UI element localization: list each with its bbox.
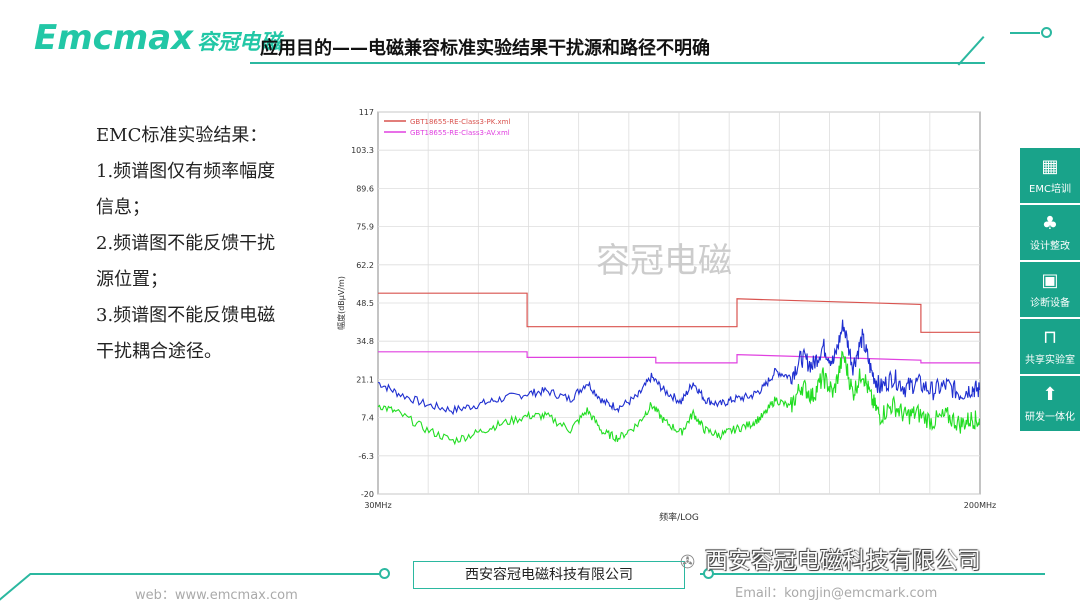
- chart-watermark: 容冠电磁: [596, 241, 732, 281]
- network-icon: ♣: [1041, 213, 1059, 234]
- signal-icon: ⊓: [1042, 327, 1058, 348]
- chart-series-group: [377, 292, 980, 446]
- result-line: 1.频谱图仅有频率幅度: [96, 161, 276, 182]
- chart-legend: GBT18655-RE-Class3-PK.xml GBT18655-RE-Cla…: [384, 118, 511, 137]
- y-tick-label: 103.3: [351, 146, 374, 155]
- result-line: 3.频谱图不能反馈电磁: [96, 305, 276, 326]
- result-line: 干扰耦合途径。: [96, 341, 222, 362]
- result-line: EMC标准实验结果：: [96, 125, 268, 146]
- y-axis-label: 幅度(dBμV/m): [336, 276, 346, 330]
- y-tick-label: 48.5: [356, 299, 374, 308]
- side-nav-label: 共享实验室: [1025, 355, 1075, 366]
- footer-email[interactable]: Email：kongjin@emcmark.com: [735, 586, 938, 601]
- measured-trace-average: [377, 350, 980, 446]
- footer-website[interactable]: web：www.emcmax.com: [135, 588, 298, 603]
- y-tick-label: 34.8: [356, 337, 374, 346]
- measured-trace-peak: [377, 319, 980, 416]
- limit-line: [378, 292, 980, 333]
- footer-rule-dot-right: [703, 568, 714, 579]
- footer-rule-left: [30, 573, 380, 575]
- y-tick-label: 21.1: [356, 375, 374, 384]
- x-tick-label: 200MHz: [964, 501, 996, 510]
- header-rule-diagonal: [957, 36, 985, 66]
- result-line: 2.频谱图不能反馈干扰: [96, 233, 276, 254]
- footer-rule-right: [700, 573, 1045, 575]
- y-tick-label: 117: [359, 108, 374, 117]
- x-axis-label: 频率/LOG: [659, 511, 699, 523]
- side-nav-label: 设计整改: [1030, 241, 1070, 252]
- footer-rule-dot: [379, 568, 390, 579]
- legend-entry: GBT18655-RE-Class3-AV.xml: [410, 129, 510, 137]
- company-logo: Emcmax 容冠电磁: [34, 18, 281, 58]
- y-tick-label: -6.3: [358, 452, 374, 461]
- header-rule-tail: [1010, 32, 1040, 34]
- y-tick-label: 89.6: [356, 184, 374, 193]
- result-line: 信息；: [96, 197, 150, 218]
- page-title: 应用目的——电磁兼容标准实验结果干扰源和路径不明确: [260, 38, 710, 59]
- side-nav-diagnostic-equipment[interactable]: ▣ 诊断设备: [1020, 262, 1080, 317]
- result-line: 源位置；: [96, 269, 168, 290]
- y-tick-label: 75.9: [356, 223, 374, 232]
- side-nav-shared-lab[interactable]: ⊓ 共享实验室: [1020, 319, 1080, 374]
- result-list: EMC标准实验结果： 1.频谱图仅有频率幅度 信息； 2.频谱图不能反馈干扰 源…: [96, 118, 316, 370]
- header-rule: [250, 62, 985, 64]
- chip-icon: ▣: [1041, 270, 1059, 291]
- side-nav-label: 诊断设备: [1030, 298, 1070, 309]
- footer-company-name: 西安容冠电磁科技有限公司: [413, 561, 685, 589]
- side-nav-label: EMC培训: [1029, 184, 1071, 195]
- y-tick-label: -20: [361, 490, 374, 499]
- limit-line: [378, 351, 980, 364]
- side-nav-emc-training[interactable]: ▦ EMC培训: [1020, 148, 1080, 203]
- side-nav-label: 研发一体化: [1025, 412, 1075, 423]
- side-nav-design-fix[interactable]: ♣ 设计整改: [1020, 205, 1080, 260]
- logo-cn-text: 容冠电磁: [197, 30, 282, 54]
- arrow-up-icon: ⬆: [1042, 384, 1058, 405]
- legend-entry: GBT18655-RE-Class3-PK.xml: [410, 118, 511, 126]
- spectrum-chart: 容冠电磁 GBT18655-RE-Class3-PK.xmlGBT18655-R…: [336, 108, 996, 523]
- wechat-icon: ✇: [680, 552, 696, 573]
- side-nav-rd-integration[interactable]: ⬆ 研发一体化: [1020, 376, 1080, 431]
- chart-y-ticks: 117 103.3 89.6 75.9 62.2 48.5 34.8 21.1 7.4 -6.3 -…: [351, 108, 374, 499]
- y-tick-label: 62.2: [356, 261, 374, 270]
- y-tick-label: 7.4: [361, 414, 374, 423]
- x-tick-label: 30MHz: [364, 501, 391, 510]
- footer-rule-diagonal: [0, 573, 31, 604]
- chart-x-ticks: 30MHz 200MHz: [364, 501, 996, 510]
- logo-text: Emcmax: [34, 18, 194, 58]
- header-rule-dot: [1041, 27, 1052, 38]
- wechat-watermark: 西安容冠电磁科技有限公司: [705, 548, 981, 574]
- monitor-icon: ▦: [1041, 156, 1059, 177]
